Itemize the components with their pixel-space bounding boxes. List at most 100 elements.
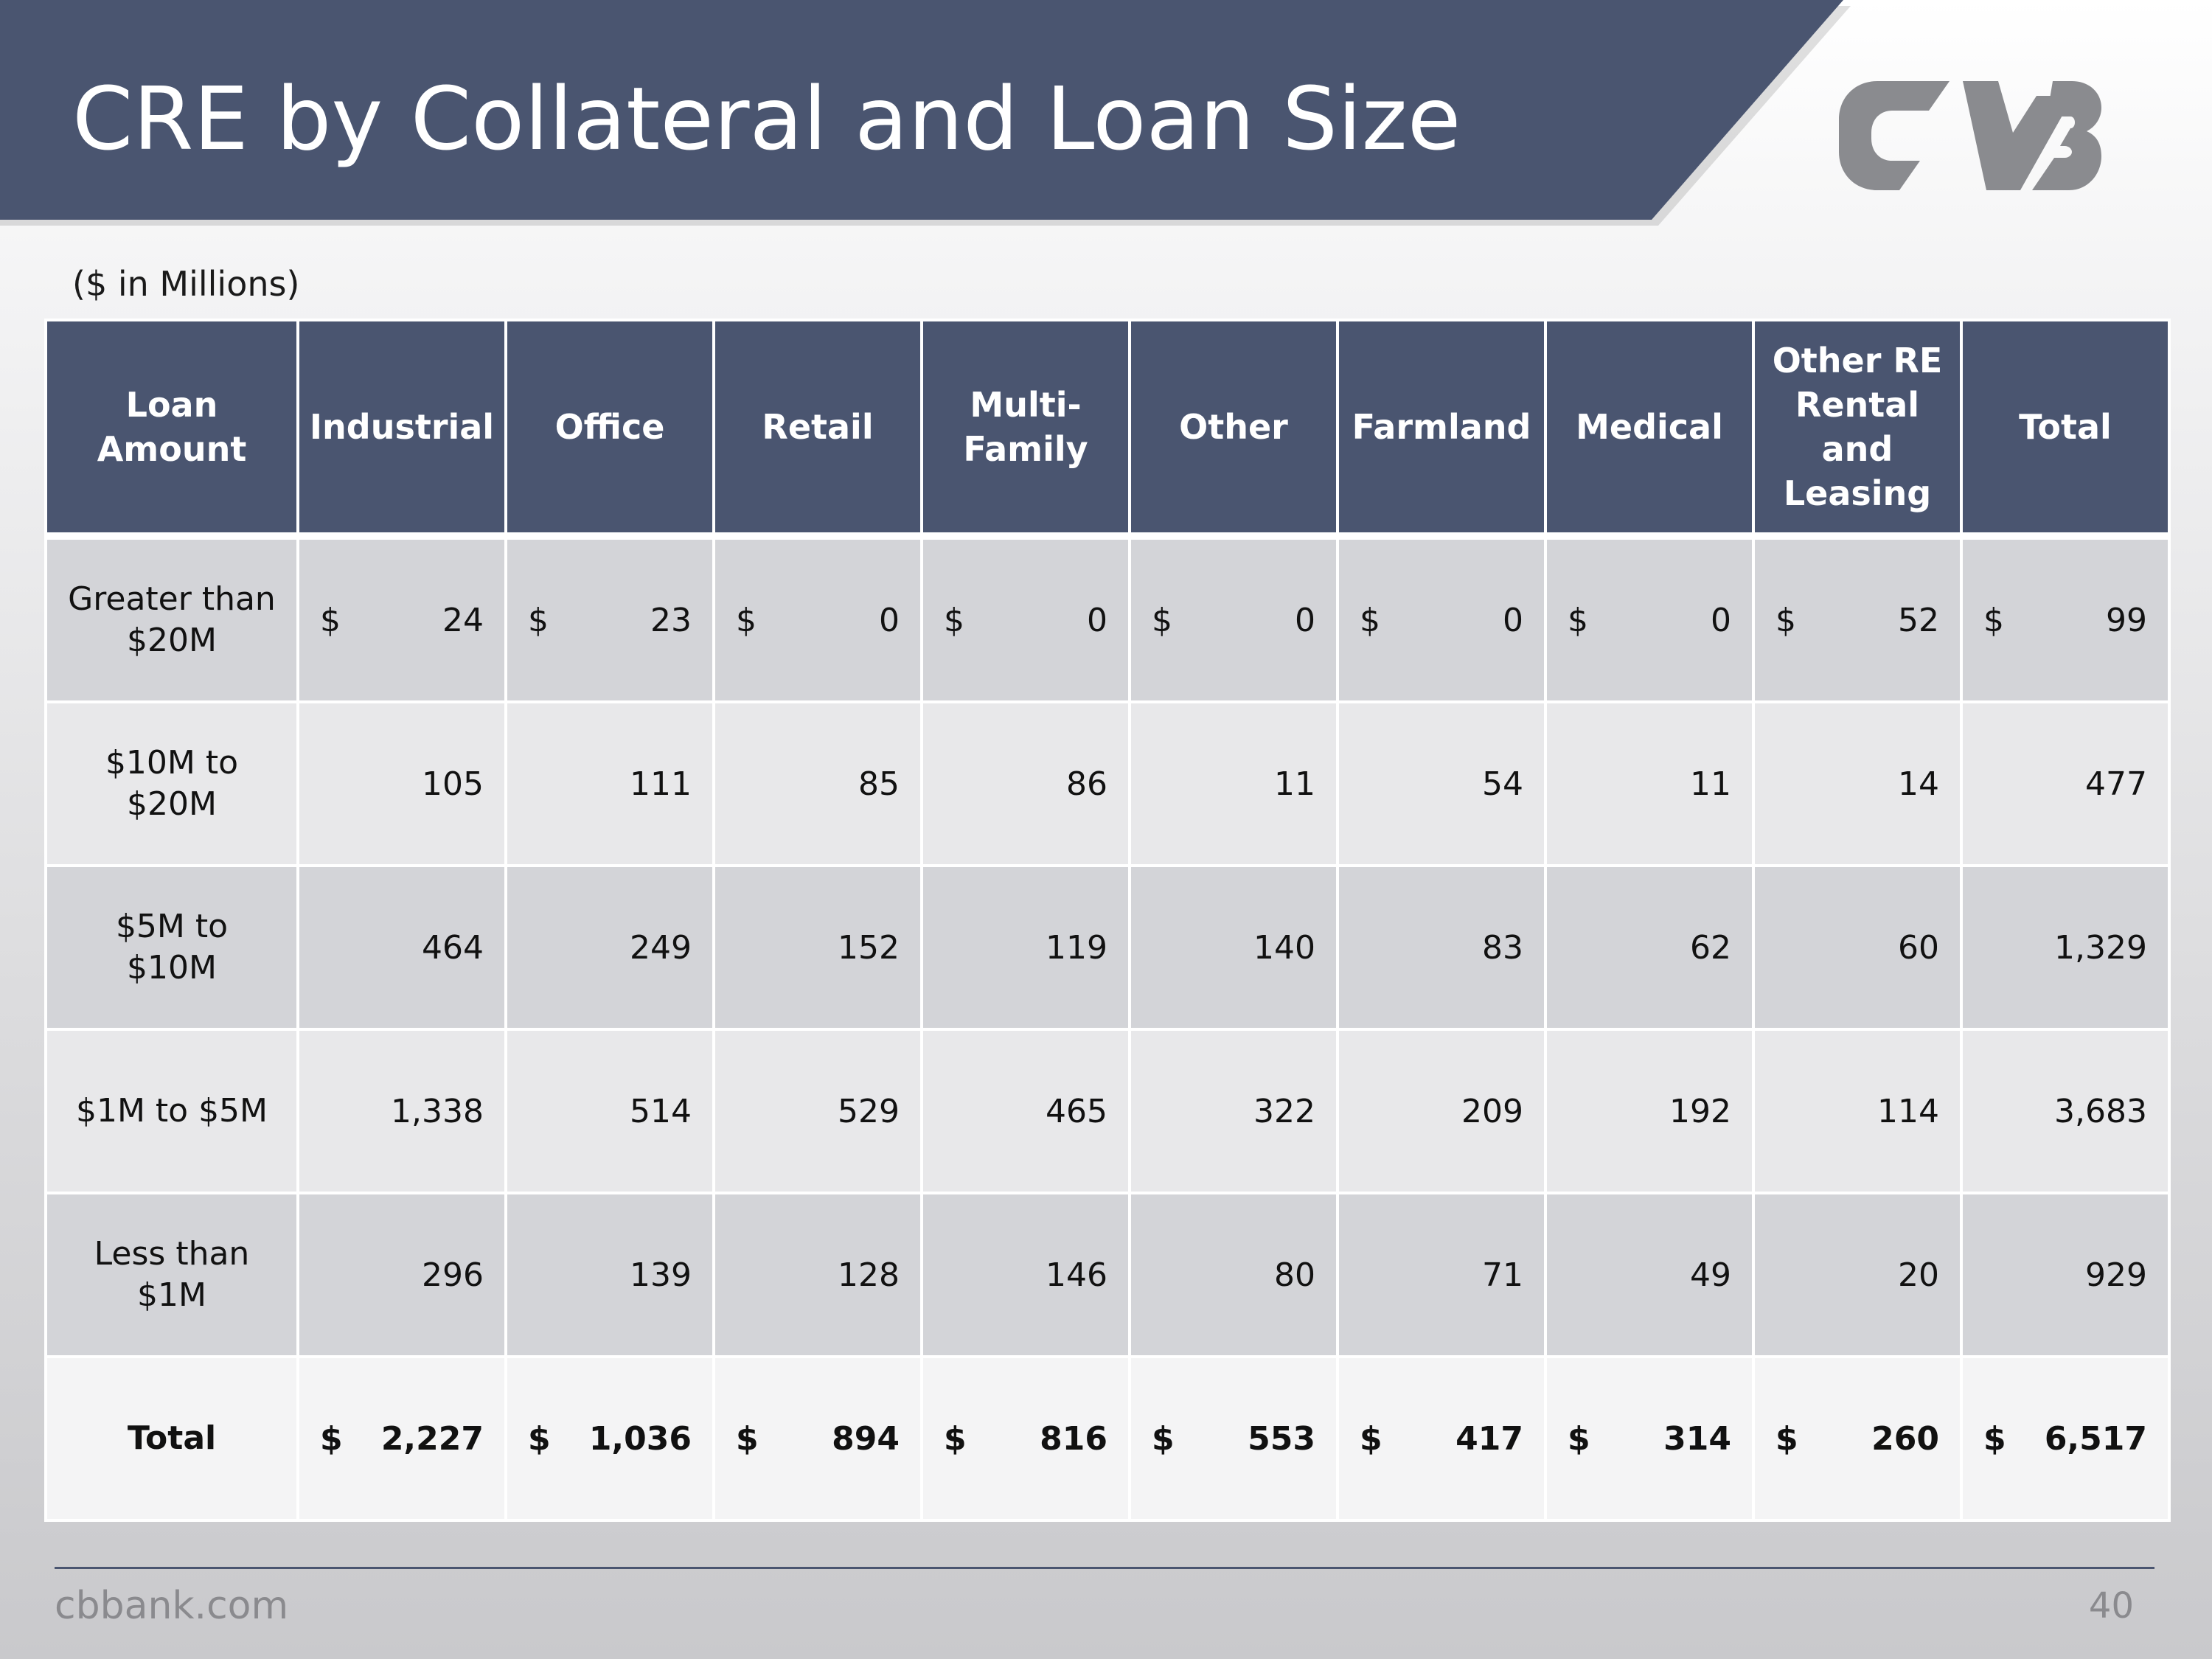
table-cell: 529 [712,1028,923,1194]
currency-symbol: $ [736,1419,759,1458]
row-label: Less than $1M [44,1192,299,1358]
cell-value: 6,517 [2044,1419,2147,1458]
table-cell: $24 [296,535,507,703]
total-label: Total [44,1355,299,1522]
table-cell: 85 [712,700,923,867]
cell-value: 816 [1040,1419,1107,1458]
currency-symbol: $ [528,601,549,639]
currency-symbol: $ [944,601,964,639]
table-cell: 114 [1752,1028,1963,1194]
currency-symbol: $ [1568,1419,1590,1458]
table-cell: 152 [712,864,923,1031]
header-total: Total [1960,319,2171,538]
table-cell: 1,329 [1960,864,2171,1031]
table-cell: 119 [920,864,1131,1031]
currency-symbol: $ [1360,601,1380,639]
table-cell: 514 [504,1028,715,1194]
table-cell: $0 [1336,535,1547,703]
table-cell: 71 [1336,1192,1547,1358]
footer-url: cbbank.com [55,1584,289,1628]
slide-title: CRE by Collateral and Loan Size [72,68,1461,170]
table-cell: 83 [1336,864,1547,1031]
table-cell: $553 [1128,1355,1339,1522]
row-label: $10M to $20M [44,700,299,867]
cell-value: 0 [1295,601,1315,639]
header-loan-amount: Loan Amount [44,319,299,538]
table-total-row: Total $2,227 $1,036 $894 $816 $553 $417 … [44,1355,2171,1522]
currency-symbol: $ [1152,1419,1175,1458]
currency-symbol: $ [1152,601,1172,639]
currency-symbol: $ [528,1419,551,1458]
currency-symbol: $ [1775,601,1796,639]
table-cell: 192 [1544,1028,1755,1194]
table-cell: 60 [1752,864,1963,1031]
table-cell: 62 [1544,864,1755,1031]
table-cell: 11 [1128,700,1339,867]
table-cell: 111 [504,700,715,867]
table-cell: $0 [1128,535,1339,703]
table-cell: $23 [504,535,715,703]
table-cell: 20 [1752,1192,1963,1358]
cell-value: 553 [1248,1419,1315,1458]
header-other-re-rental-leasing: Other RE Rental and Leasing [1752,319,1963,538]
cell-value: 260 [1871,1419,1939,1458]
table-cell: 11 [1544,700,1755,867]
table-cell: 14 [1752,700,1963,867]
currency-symbol: $ [320,1419,343,1458]
footer-divider [55,1567,2154,1569]
units-note: ($ in Millions) [72,264,300,304]
table-cell: $1,036 [504,1355,715,1522]
page-number: 40 [2088,1585,2134,1627]
currency-symbol: $ [1360,1419,1382,1458]
table-cell: $0 [920,535,1131,703]
header-medical: Medical [1544,319,1755,538]
cell-value: 0 [879,601,900,639]
table-cell: 465 [920,1028,1131,1194]
cell-value: 52 [1898,601,1939,639]
table-cell: 140 [1128,864,1339,1031]
table-cell: $52 [1752,535,1963,703]
cell-value: 23 [650,601,692,639]
table-cell: 80 [1128,1192,1339,1358]
currency-symbol: $ [944,1419,967,1458]
cell-value: 0 [1503,601,1523,639]
row-label: $1M to $5M [44,1028,299,1194]
cell-value: 894 [832,1419,900,1458]
cell-value: 0 [1087,601,1107,639]
table-cell: 209 [1336,1028,1547,1194]
cell-value: 0 [1711,601,1731,639]
header-industrial: Industrial [296,319,507,538]
table-cell: $417 [1336,1355,1547,1522]
table-cell: $99 [1960,535,2171,703]
cell-value: 417 [1455,1419,1523,1458]
currency-symbol: $ [320,601,341,639]
row-label: Greater than $20M [44,535,299,703]
table-row: Greater than $20M $24 $23 $0 $0 $0 $0 $0… [44,535,2171,703]
currency-symbol: $ [1568,601,1588,639]
table-cell: 146 [920,1192,1131,1358]
currency-symbol: $ [1775,1419,1798,1458]
table-row: $1M to $5M 1,338 514 529 465 322 209 192… [44,1028,2171,1194]
header-farmland: Farmland [1336,319,1547,538]
cell-value: 24 [442,601,484,639]
table-row: $5M to $10M 464 249 152 119 140 83 62 60… [44,864,2171,1031]
table-row: Less than $1M 296 139 128 146 80 71 49 2… [44,1192,2171,1358]
header-office: Office [504,319,715,538]
table-cell: 296 [296,1192,507,1358]
header-multi-family: Multi-Family [920,319,1131,538]
table-cell: $2,227 [296,1355,507,1522]
table-row: $10M to $20M 105 111 85 86 11 54 11 14 4… [44,700,2171,867]
row-label: $5M to $10M [44,864,299,1031]
cell-value: 1,036 [588,1419,692,1458]
table-cell: $0 [1544,535,1755,703]
cell-value: 99 [2106,601,2147,639]
table-cell: $314 [1544,1355,1755,1522]
table-header-row: Loan Amount Industrial Office Retail Mul… [44,319,2171,538]
cell-value: 314 [1663,1419,1731,1458]
table-cell: 464 [296,864,507,1031]
table-cell: $816 [920,1355,1131,1522]
table-cell: 322 [1128,1028,1339,1194]
cell-value: 2,227 [380,1419,484,1458]
cre-table: Loan Amount Industrial Office Retail Mul… [44,319,2171,1522]
table-cell: $0 [712,535,923,703]
